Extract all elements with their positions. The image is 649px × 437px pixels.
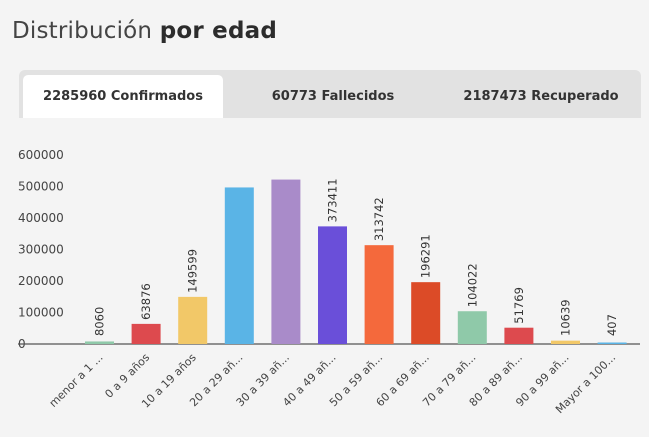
- data-label: 51769: [512, 287, 526, 324]
- y-tick-label: 100000: [18, 306, 64, 320]
- bar: [551, 340, 580, 344]
- tab-confirmados[interactable]: 2285960 Confirmados: [23, 75, 223, 118]
- data-label: 407: [605, 314, 619, 336]
- bar: [597, 342, 627, 344]
- bar: [457, 311, 487, 344]
- x-tick-label: 0 a 9 años: [102, 351, 152, 401]
- bar: [131, 323, 161, 344]
- data-label: 10639: [559, 299, 573, 336]
- data-label: 8060: [93, 307, 107, 336]
- x-tick-label: menor a 1 ...: [47, 351, 106, 410]
- bar: [411, 282, 441, 344]
- y-tick-label: 600000: [18, 148, 64, 162]
- data-label: 313742: [372, 197, 386, 241]
- bar: [364, 245, 394, 344]
- tab-recuperado[interactable]: 2187473 Recuperado: [463, 89, 619, 104]
- page-title: Distribución por edad: [12, 18, 277, 44]
- y-tick-label: 500000: [18, 180, 64, 194]
- title-light: Distribución: [12, 18, 153, 44]
- data-label: 104022: [465, 263, 479, 307]
- bar: [178, 296, 208, 344]
- bar: [271, 179, 301, 344]
- y-tick-label: 400000: [18, 211, 64, 225]
- bar: [504, 327, 534, 344]
- bar: [318, 226, 347, 344]
- tab-bar: 2285960 Confirmados 60773 Fallecidos 218…: [19, 70, 641, 118]
- y-tick-label: 200000: [18, 274, 64, 288]
- title-bold: por edad: [159, 18, 277, 44]
- tab-fallecidos[interactable]: 60773 Fallecidos: [271, 89, 395, 104]
- data-label: 149599: [186, 249, 200, 293]
- data-label: 63876: [139, 283, 153, 320]
- bar: [224, 187, 254, 344]
- data-label: 373411: [326, 178, 340, 222]
- y-tick-label: 300000: [18, 243, 64, 257]
- data-label: 196291: [419, 234, 433, 278]
- age-bar-chart: 6000005000004000003000002000001000000806…: [18, 148, 640, 416]
- bar: [85, 341, 114, 344]
